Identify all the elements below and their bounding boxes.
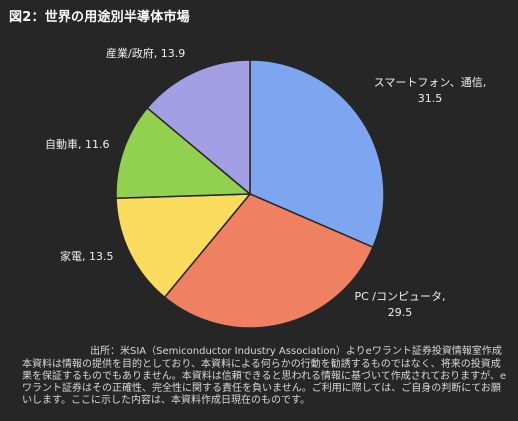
slice-label: スマートフォン、通信, 31.5 (374, 76, 487, 105)
slice-label: 産業/政府, 13.9 (106, 46, 185, 60)
pie-slice (249, 59, 385, 249)
slice-label: 家電, 13.5 (60, 249, 114, 263)
pie-slice (146, 59, 251, 196)
pie-slice (115, 193, 252, 299)
slice-label: 自動車, 11.6 (45, 137, 110, 151)
pie-slice (115, 106, 252, 199)
chart-title: 図2：世界の用途別半導体市場 (9, 10, 190, 25)
disclaimer-text: 本資料は情報の提供を目的としており、本資料による何らかの行動を勧誘するものではな… (22, 359, 507, 406)
pie-slice (163, 193, 374, 329)
source-note: 出所：米SIA（Semiconductor Industry Associati… (90, 346, 502, 357)
slice-label: PC /コンピュータ, 29.5 (354, 290, 445, 319)
